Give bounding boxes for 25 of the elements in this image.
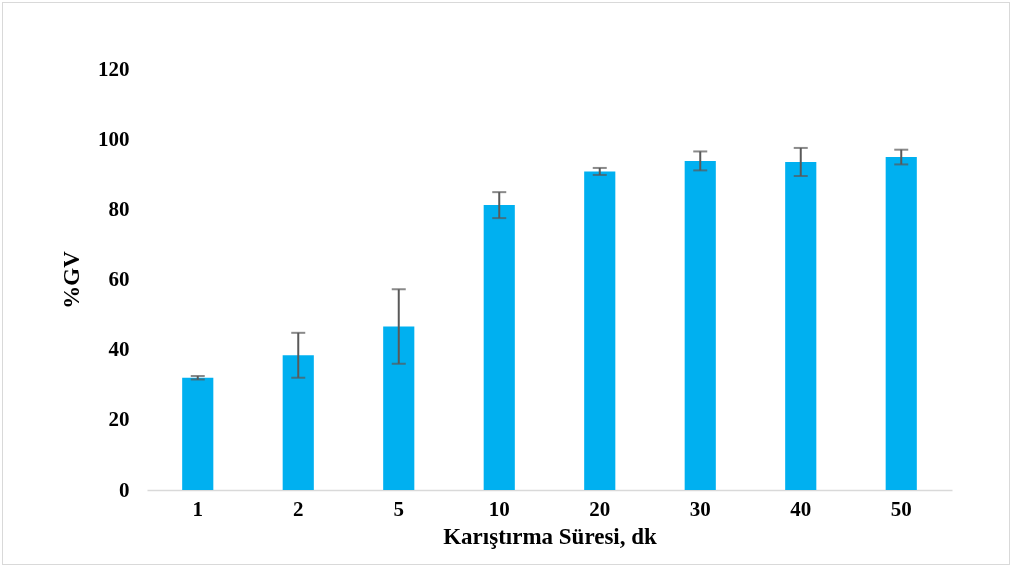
x-tick-label: 10 — [488, 496, 510, 521]
bar — [785, 161, 817, 490]
bar — [684, 160, 716, 490]
y-tick-label: 60 — [108, 267, 130, 291]
y-tick-label: 40 — [108, 337, 130, 362]
x-tick-label: 50 — [890, 496, 912, 521]
x-tick-label: 30 — [689, 496, 711, 521]
y-axis-title: %GV — [59, 250, 84, 309]
x-tick-label: 20 — [589, 496, 611, 521]
y-tick-label: 0 — [119, 477, 130, 502]
x-tick-label: 1 — [192, 496, 203, 521]
bar — [483, 205, 515, 490]
y-tick-label: 20 — [108, 407, 130, 432]
x-tick-label: 40 — [790, 496, 812, 521]
y-tick-label: 120 — [98, 56, 130, 81]
y-tick-label: 100 — [98, 126, 130, 151]
x-axis-title: Karıştırma Süresi, dk — [443, 523, 658, 549]
x-tick-label: 5 — [393, 496, 404, 521]
x-tick-label: 2 — [293, 496, 304, 521]
bar — [282, 355, 314, 490]
bar — [885, 157, 917, 490]
bar — [182, 377, 214, 490]
bar — [584, 171, 616, 490]
bar — [383, 326, 415, 490]
y-tick-label: 80 — [108, 196, 130, 221]
